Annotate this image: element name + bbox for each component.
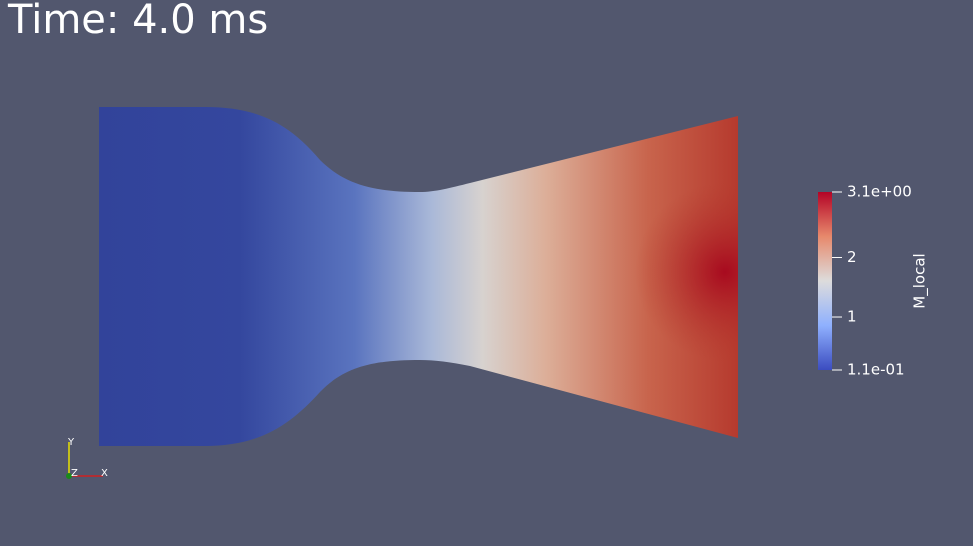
orientation-axes: Y Z X bbox=[66, 437, 108, 479]
color-tick-label: 1.1e-01 bbox=[847, 361, 905, 379]
nozzle-mesh bbox=[99, 107, 738, 446]
color-bar bbox=[818, 192, 832, 370]
color-tick-label: 3.1e+00 bbox=[847, 183, 912, 201]
color-tick-label: 1 bbox=[847, 308, 857, 326]
time-annotation: Time: 4.0 ms bbox=[7, 0, 268, 43]
color-legend-title: M_local bbox=[911, 253, 930, 308]
x-axis-label: X bbox=[101, 468, 108, 479]
color-legend: M_local 3.1e+00 2 1 1.1e-01 bbox=[818, 183, 930, 379]
z-axis-point bbox=[66, 473, 72, 479]
z-axis-label: Z bbox=[71, 468, 78, 479]
color-tick-label: 2 bbox=[847, 248, 857, 266]
y-axis-label: Y bbox=[67, 437, 75, 448]
